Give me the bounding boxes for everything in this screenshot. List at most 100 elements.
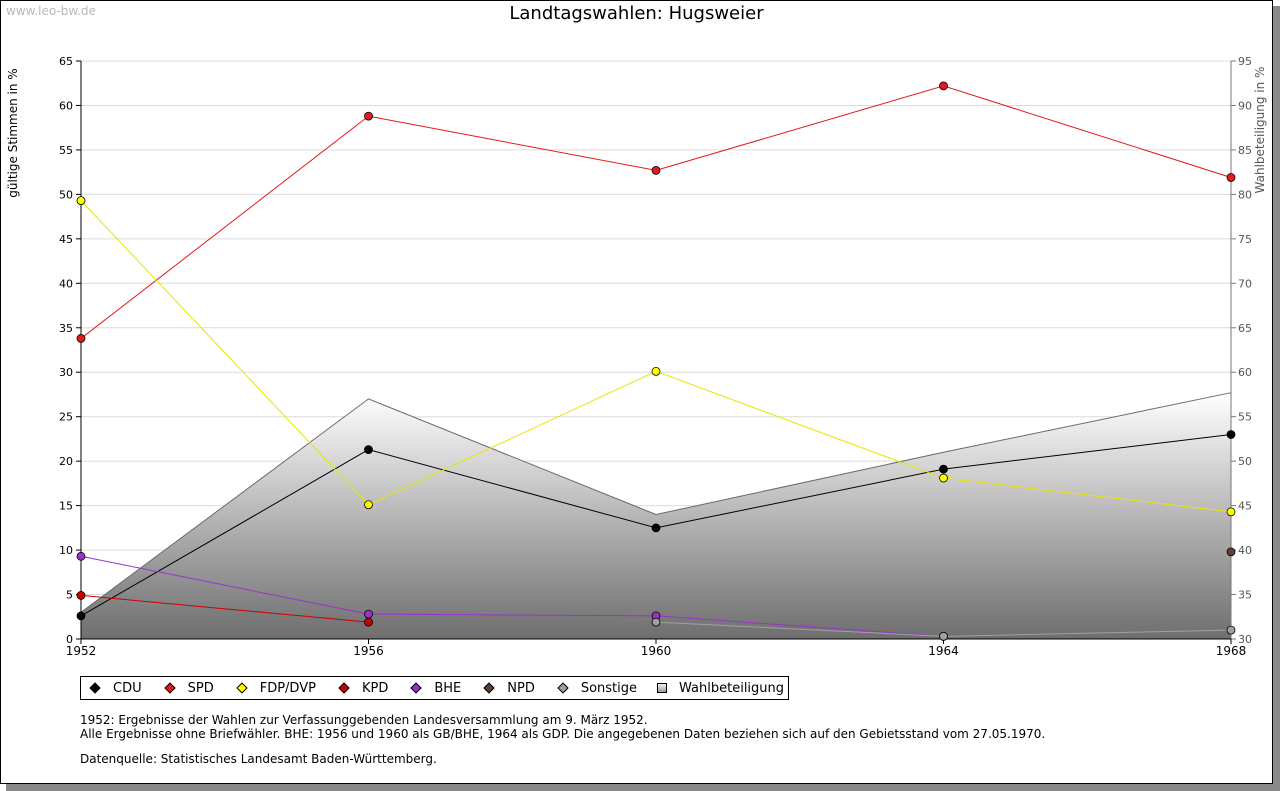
legend-label-sonstige: Sonstige	[580, 680, 638, 696]
data-point-bhe	[76, 551, 86, 561]
y-axis-label: gültige Stimmen in %	[6, 68, 20, 197]
legend-item-spd[interactable]: SPD	[162, 681, 214, 696]
data-point-kpd	[76, 591, 86, 600]
series-line-spd	[80, 85, 1232, 339]
frame-shadow-right	[1273, 6, 1280, 791]
grid-layer	[81, 60, 1231, 596]
legend-marker-wahlbeteiligung	[657, 683, 668, 693]
y2-tick-label: 70	[1238, 277, 1252, 290]
axis-layer: 0 5 10 15 20 25 30 35 40 45 50 55 60 65 30 35 40 45 50 55 60…	[59, 55, 1252, 658]
y-tick-label: 20	[59, 455, 73, 468]
turnout-area-layer	[80, 392, 1232, 639]
y-tick-label: 10	[59, 544, 73, 557]
series-point-layer	[76, 81, 1236, 641]
y-tick-label: 40	[59, 277, 73, 290]
note-line-1: 1952: Ergebnisse der Wahlen zur Verfassu…	[80, 713, 648, 727]
y-tick-label: 65	[59, 55, 73, 68]
y2-tick-label: 95	[1238, 55, 1252, 68]
legend-label-npd: NPD	[507, 680, 535, 696]
legend-label-cdu: CDU	[113, 680, 142, 696]
note-line-2: Alle Ergebnisse ohne Briefwähler. BHE: 1…	[80, 727, 1046, 741]
series-line-kpd	[80, 594, 369, 623]
data-point-spd	[364, 111, 373, 121]
x-tick-label: 1960	[641, 644, 672, 658]
legend-marker-npd	[483, 682, 495, 694]
y2-tick-label: 80	[1238, 188, 1252, 201]
legend-label-kpd: KPD	[361, 680, 389, 696]
data-point-fdp-dvp	[76, 196, 86, 206]
data-point-cdu	[939, 464, 948, 474]
chart-svg: 0 5 10 15 20 25 30 35 40 45 50 55 60 65 30 35 40 45 50 55 60…	[6, 55, 1267, 658]
legend-item-fdp-dvp[interactable]: FDP/DVP	[234, 681, 316, 696]
legend-item-wahlbeteiligung[interactable]: Wahlbeteiligung	[657, 681, 784, 696]
y-tick-label: 60	[59, 99, 73, 112]
watermark: www.leo-bw.de	[6, 4, 96, 18]
y-tick-label: 15	[59, 500, 73, 513]
data-point-sonstige	[1226, 625, 1236, 635]
data-point-fdp-dvp	[364, 500, 373, 510]
legend: CDU SPD FDP/DVP KPD BHE NPD Sonstige Wah…	[80, 676, 790, 700]
data-point-kpd	[364, 617, 373, 627]
y-tick-label: 25	[59, 411, 73, 424]
y-tick-label: 35	[59, 322, 73, 335]
x-tick-label: 1952	[66, 644, 97, 658]
y-tick-label: 30	[59, 366, 73, 379]
data-point-spd	[76, 334, 86, 343]
series-line-bhe	[80, 555, 944, 637]
data-point-sonstige	[651, 617, 661, 627]
legend-label-spd: SPD	[187, 680, 214, 696]
frame-shadow-bottom	[6, 784, 1280, 791]
y2-tick-label: 90	[1238, 99, 1252, 112]
y-tick-label: 50	[59, 188, 73, 201]
y-tick-label: 5	[66, 589, 73, 602]
legend-item-npd[interactable]: NPD	[481, 681, 535, 696]
y2-tick-label: 50	[1238, 455, 1252, 468]
chart-title: Landtagswahlen: Hugsweier	[509, 3, 764, 24]
y2-tick-label: 35	[1238, 589, 1252, 602]
x-tick-label: 1968	[1216, 644, 1247, 658]
legend-item-kpd[interactable]: KPD	[336, 681, 388, 696]
data-point-fdp-dvp	[1226, 507, 1236, 517]
legend-item-bhe[interactable]: BHE	[408, 681, 461, 696]
data-point-sonstige	[939, 631, 948, 641]
legend-marker-kpd	[338, 682, 350, 694]
y2-tick-label: 40	[1238, 544, 1252, 557]
y2-tick-label: 60	[1238, 366, 1252, 379]
y2-tick-label: 85	[1238, 144, 1252, 157]
legend-label-bhe: BHE	[434, 680, 462, 696]
legend-label-fdp-dvp: FDP/DVP	[259, 680, 316, 696]
data-point-npd	[1226, 547, 1236, 557]
data-point-fdp-dvp	[939, 473, 948, 483]
y2-tick-label: 30	[1238, 633, 1252, 646]
data-source: Datenquelle: Statistisches Landesamt Bad…	[80, 752, 437, 766]
legend-label-wahlbeteiligung: Wahlbeteiligung	[679, 680, 785, 696]
turnout-area	[81, 392, 1231, 639]
data-point-spd	[939, 81, 948, 91]
legend-marker-fdp-dvp	[236, 682, 248, 694]
data-point-spd	[1226, 173, 1236, 182]
turnout-line	[80, 392, 1232, 613]
data-point-bhe	[364, 609, 373, 619]
legend-item-cdu[interactable]: CDU	[87, 681, 142, 696]
data-point-fdp-dvp	[651, 366, 661, 376]
data-point-cdu	[1226, 430, 1236, 439]
x-tick-label: 1956	[353, 644, 384, 658]
y2-tick-label: 45	[1238, 500, 1252, 513]
legend-marker-cdu	[89, 682, 101, 694]
legend-marker-spd	[163, 682, 176, 694]
legend-item-sonstige[interactable]: Sonstige	[555, 681, 637, 696]
data-point-cdu	[76, 611, 86, 621]
y2-tick-label: 75	[1238, 233, 1252, 246]
legend-marker-bhe	[410, 682, 422, 694]
y2-tick-label: 65	[1238, 322, 1252, 335]
chart-notes: 1952: Ergebnisse der Wahlen zur Verfassu…	[80, 713, 1045, 741]
y-tick-label: 55	[59, 144, 73, 157]
y2-axis-label: Wahlbeteiligung in %	[1253, 67, 1267, 194]
data-point-cdu	[364, 445, 373, 454]
legend-marker-sonstige	[557, 682, 569, 694]
y2-tick-label: 55	[1238, 411, 1252, 424]
data-point-cdu	[651, 523, 661, 533]
data-point-spd	[651, 165, 661, 175]
x-tick-label: 1964	[928, 644, 959, 658]
